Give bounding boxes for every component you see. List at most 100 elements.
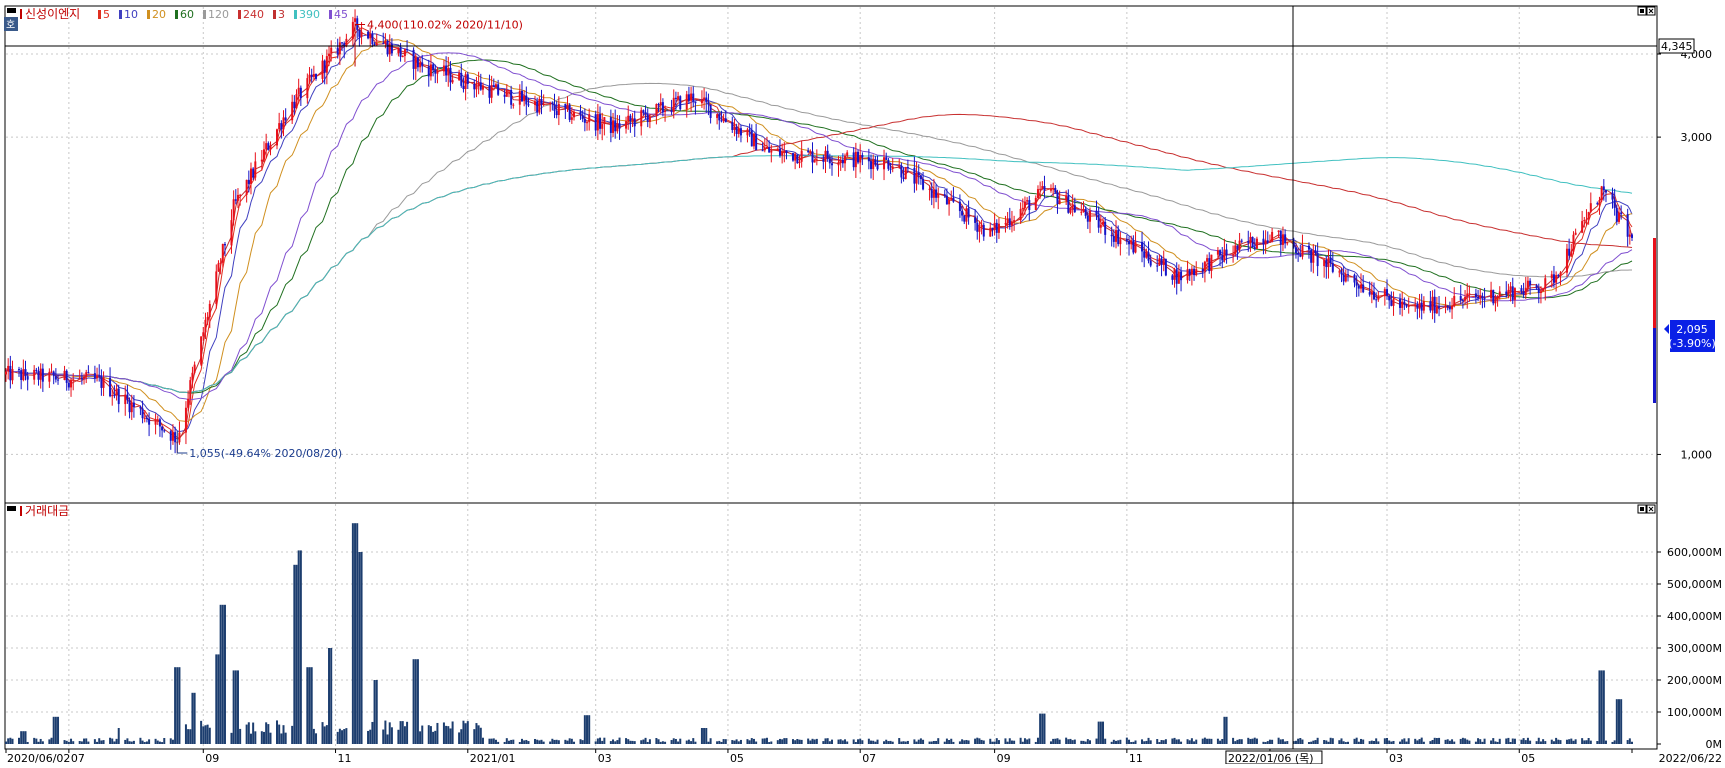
volume-bar[interactable] bbox=[93, 739, 96, 744]
candle[interactable] bbox=[1058, 190, 1061, 205]
volume-bar[interactable] bbox=[1490, 740, 1493, 744]
candle[interactable] bbox=[507, 89, 510, 98]
candle[interactable] bbox=[1555, 271, 1558, 292]
volume-bar[interactable] bbox=[204, 725, 207, 744]
volume-bar[interactable] bbox=[295, 564, 298, 744]
volume-bar[interactable] bbox=[341, 730, 344, 744]
volume-bar[interactable] bbox=[824, 738, 827, 744]
candle[interactable] bbox=[885, 152, 888, 161]
candle[interactable] bbox=[1604, 189, 1607, 203]
candle[interactable] bbox=[1147, 241, 1150, 264]
volume-bar[interactable] bbox=[538, 740, 541, 744]
volume-bar[interactable] bbox=[1544, 741, 1547, 744]
candle[interactable] bbox=[22, 359, 25, 382]
volume-bar[interactable] bbox=[358, 552, 361, 744]
candle[interactable] bbox=[462, 77, 465, 93]
candle[interactable] bbox=[299, 85, 302, 106]
volume-bar[interactable] bbox=[163, 737, 166, 744]
candle[interactable] bbox=[824, 146, 827, 174]
candle[interactable] bbox=[234, 189, 237, 205]
volume-bar[interactable] bbox=[967, 740, 970, 744]
volume-bar[interactable] bbox=[154, 738, 157, 744]
volume-bar[interactable] bbox=[948, 740, 951, 744]
volume-bar[interactable] bbox=[1128, 739, 1131, 744]
volume-bar[interactable] bbox=[549, 741, 552, 744]
volume-bar[interactable] bbox=[794, 740, 797, 744]
candle[interactable] bbox=[1307, 242, 1310, 259]
candle[interactable] bbox=[278, 112, 281, 132]
candle[interactable] bbox=[540, 89, 543, 115]
candle[interactable] bbox=[1329, 250, 1332, 267]
volume-bar[interactable] bbox=[310, 667, 313, 744]
candle[interactable] bbox=[102, 371, 105, 397]
volume-bar[interactable] bbox=[1190, 738, 1193, 744]
volume-bar[interactable] bbox=[278, 724, 281, 744]
candle[interactable] bbox=[945, 188, 948, 205]
volume-bar[interactable] bbox=[718, 740, 721, 744]
volume-bar[interactable] bbox=[72, 741, 75, 744]
volume-bar[interactable] bbox=[800, 739, 803, 744]
volume-bar[interactable] bbox=[1461, 737, 1464, 744]
volume-bar[interactable] bbox=[932, 740, 935, 744]
volume-bar[interactable] bbox=[1251, 738, 1254, 744]
volume-bar[interactable] bbox=[1435, 738, 1438, 744]
volume-bar[interactable] bbox=[815, 738, 818, 744]
candle[interactable] bbox=[672, 89, 675, 119]
candle[interactable] bbox=[50, 363, 53, 374]
volume-bar[interactable] bbox=[1175, 739, 1178, 744]
volume-bar[interactable] bbox=[1323, 740, 1326, 744]
candle[interactable] bbox=[72, 373, 75, 391]
volume-bar[interactable] bbox=[776, 740, 779, 744]
volume-bar[interactable] bbox=[1481, 741, 1484, 744]
volume-bar[interactable] bbox=[1162, 740, 1165, 744]
candle[interactable] bbox=[85, 369, 88, 384]
candle[interactable] bbox=[1342, 266, 1345, 286]
volume-bar[interactable] bbox=[737, 741, 740, 744]
candle[interactable] bbox=[952, 187, 955, 203]
candle[interactable] bbox=[551, 101, 554, 111]
volume-bar[interactable] bbox=[1466, 739, 1469, 744]
candle[interactable] bbox=[1386, 279, 1389, 300]
volume-bar[interactable] bbox=[950, 738, 953, 744]
candle[interactable] bbox=[497, 79, 500, 96]
candle[interactable] bbox=[204, 312, 207, 340]
volume-bar[interactable] bbox=[1433, 737, 1436, 744]
volume-bar[interactable] bbox=[403, 726, 406, 744]
volume-bar[interactable] bbox=[915, 741, 918, 744]
volume-bar[interactable] bbox=[1125, 737, 1128, 744]
volume-bar[interactable] bbox=[1013, 740, 1016, 744]
candle[interactable] bbox=[520, 80, 523, 103]
volume-bar[interactable] bbox=[1583, 740, 1586, 744]
candle[interactable] bbox=[1581, 210, 1584, 234]
candle[interactable] bbox=[367, 30, 370, 40]
volume-bar[interactable] bbox=[37, 741, 40, 744]
candle[interactable] bbox=[538, 96, 541, 115]
candle[interactable] bbox=[280, 120, 283, 139]
volume-bar[interactable] bbox=[406, 721, 409, 744]
candle[interactable] bbox=[429, 54, 432, 81]
volume-bar[interactable] bbox=[297, 550, 300, 744]
volume-bar[interactable] bbox=[785, 738, 788, 744]
candle[interactable] bbox=[252, 167, 255, 181]
volume-bar[interactable] bbox=[442, 722, 445, 744]
candle[interactable] bbox=[1544, 274, 1547, 301]
candle[interactable] bbox=[928, 185, 931, 201]
candle[interactable] bbox=[861, 152, 864, 166]
candle[interactable] bbox=[488, 74, 491, 104]
volume-bar[interactable] bbox=[1216, 738, 1219, 744]
candle[interactable] bbox=[739, 124, 742, 143]
candle[interactable] bbox=[449, 61, 452, 91]
volume-bar[interactable] bbox=[631, 740, 634, 744]
candle[interactable] bbox=[781, 143, 784, 164]
candle[interactable] bbox=[703, 87, 706, 110]
candle[interactable] bbox=[930, 182, 933, 206]
candle[interactable] bbox=[7, 358, 10, 380]
volume-bar[interactable] bbox=[1149, 740, 1152, 744]
candle[interactable] bbox=[1089, 207, 1091, 234]
candle[interactable] bbox=[1297, 247, 1300, 262]
candle[interactable] bbox=[1186, 260, 1189, 284]
candle[interactable] bbox=[9, 355, 12, 389]
candle[interactable] bbox=[1600, 185, 1603, 203]
candle[interactable] bbox=[798, 155, 801, 169]
candle[interactable] bbox=[1377, 291, 1380, 302]
